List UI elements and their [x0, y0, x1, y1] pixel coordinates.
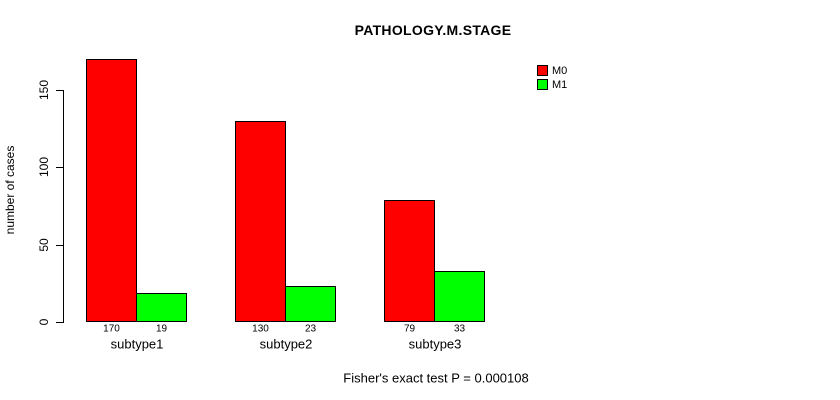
bar-value-label: 33	[453, 323, 466, 335]
legend-swatch-m1	[537, 79, 548, 90]
legend-label-m0: M0	[552, 64, 568, 77]
stats-annotation: Fisher's exact test P = 0.000108	[343, 370, 529, 386]
bar-m0	[384, 200, 435, 322]
bar-value-label: 19	[155, 323, 168, 335]
y-axis-line	[63, 90, 64, 323]
y-axis-tick-label: 0	[37, 318, 51, 326]
y-axis-tick	[56, 245, 63, 246]
y-axis-tick	[56, 167, 63, 168]
y-axis-tick-label: 100	[37, 156, 51, 178]
y-axis-tick	[56, 322, 63, 323]
bar-m0	[235, 121, 286, 322]
bar-value-label: 170	[103, 323, 120, 335]
bar-m0	[86, 59, 137, 322]
bar-m1	[285, 286, 336, 322]
legend-label-m1: M1	[552, 78, 568, 91]
legend-swatch-m0	[537, 65, 548, 76]
y-axis-tick-label: 150	[37, 79, 51, 101]
category-label: subtype1	[110, 336, 164, 352]
category-label: subtype3	[408, 336, 462, 352]
bar-m1	[434, 271, 485, 322]
category-label: subtype2	[259, 336, 313, 352]
bar-m1	[136, 293, 187, 322]
chart-title: PATHOLOGY.M.STAGE	[354, 22, 512, 38]
y-axis-title: number of cases	[3, 145, 17, 235]
bar-value-label: 130	[252, 323, 269, 335]
bar-value-label: 79	[403, 323, 416, 335]
y-axis-tick	[56, 90, 63, 91]
y-axis-tick-label: 50	[37, 238, 51, 252]
bar-value-label: 23	[304, 323, 317, 335]
